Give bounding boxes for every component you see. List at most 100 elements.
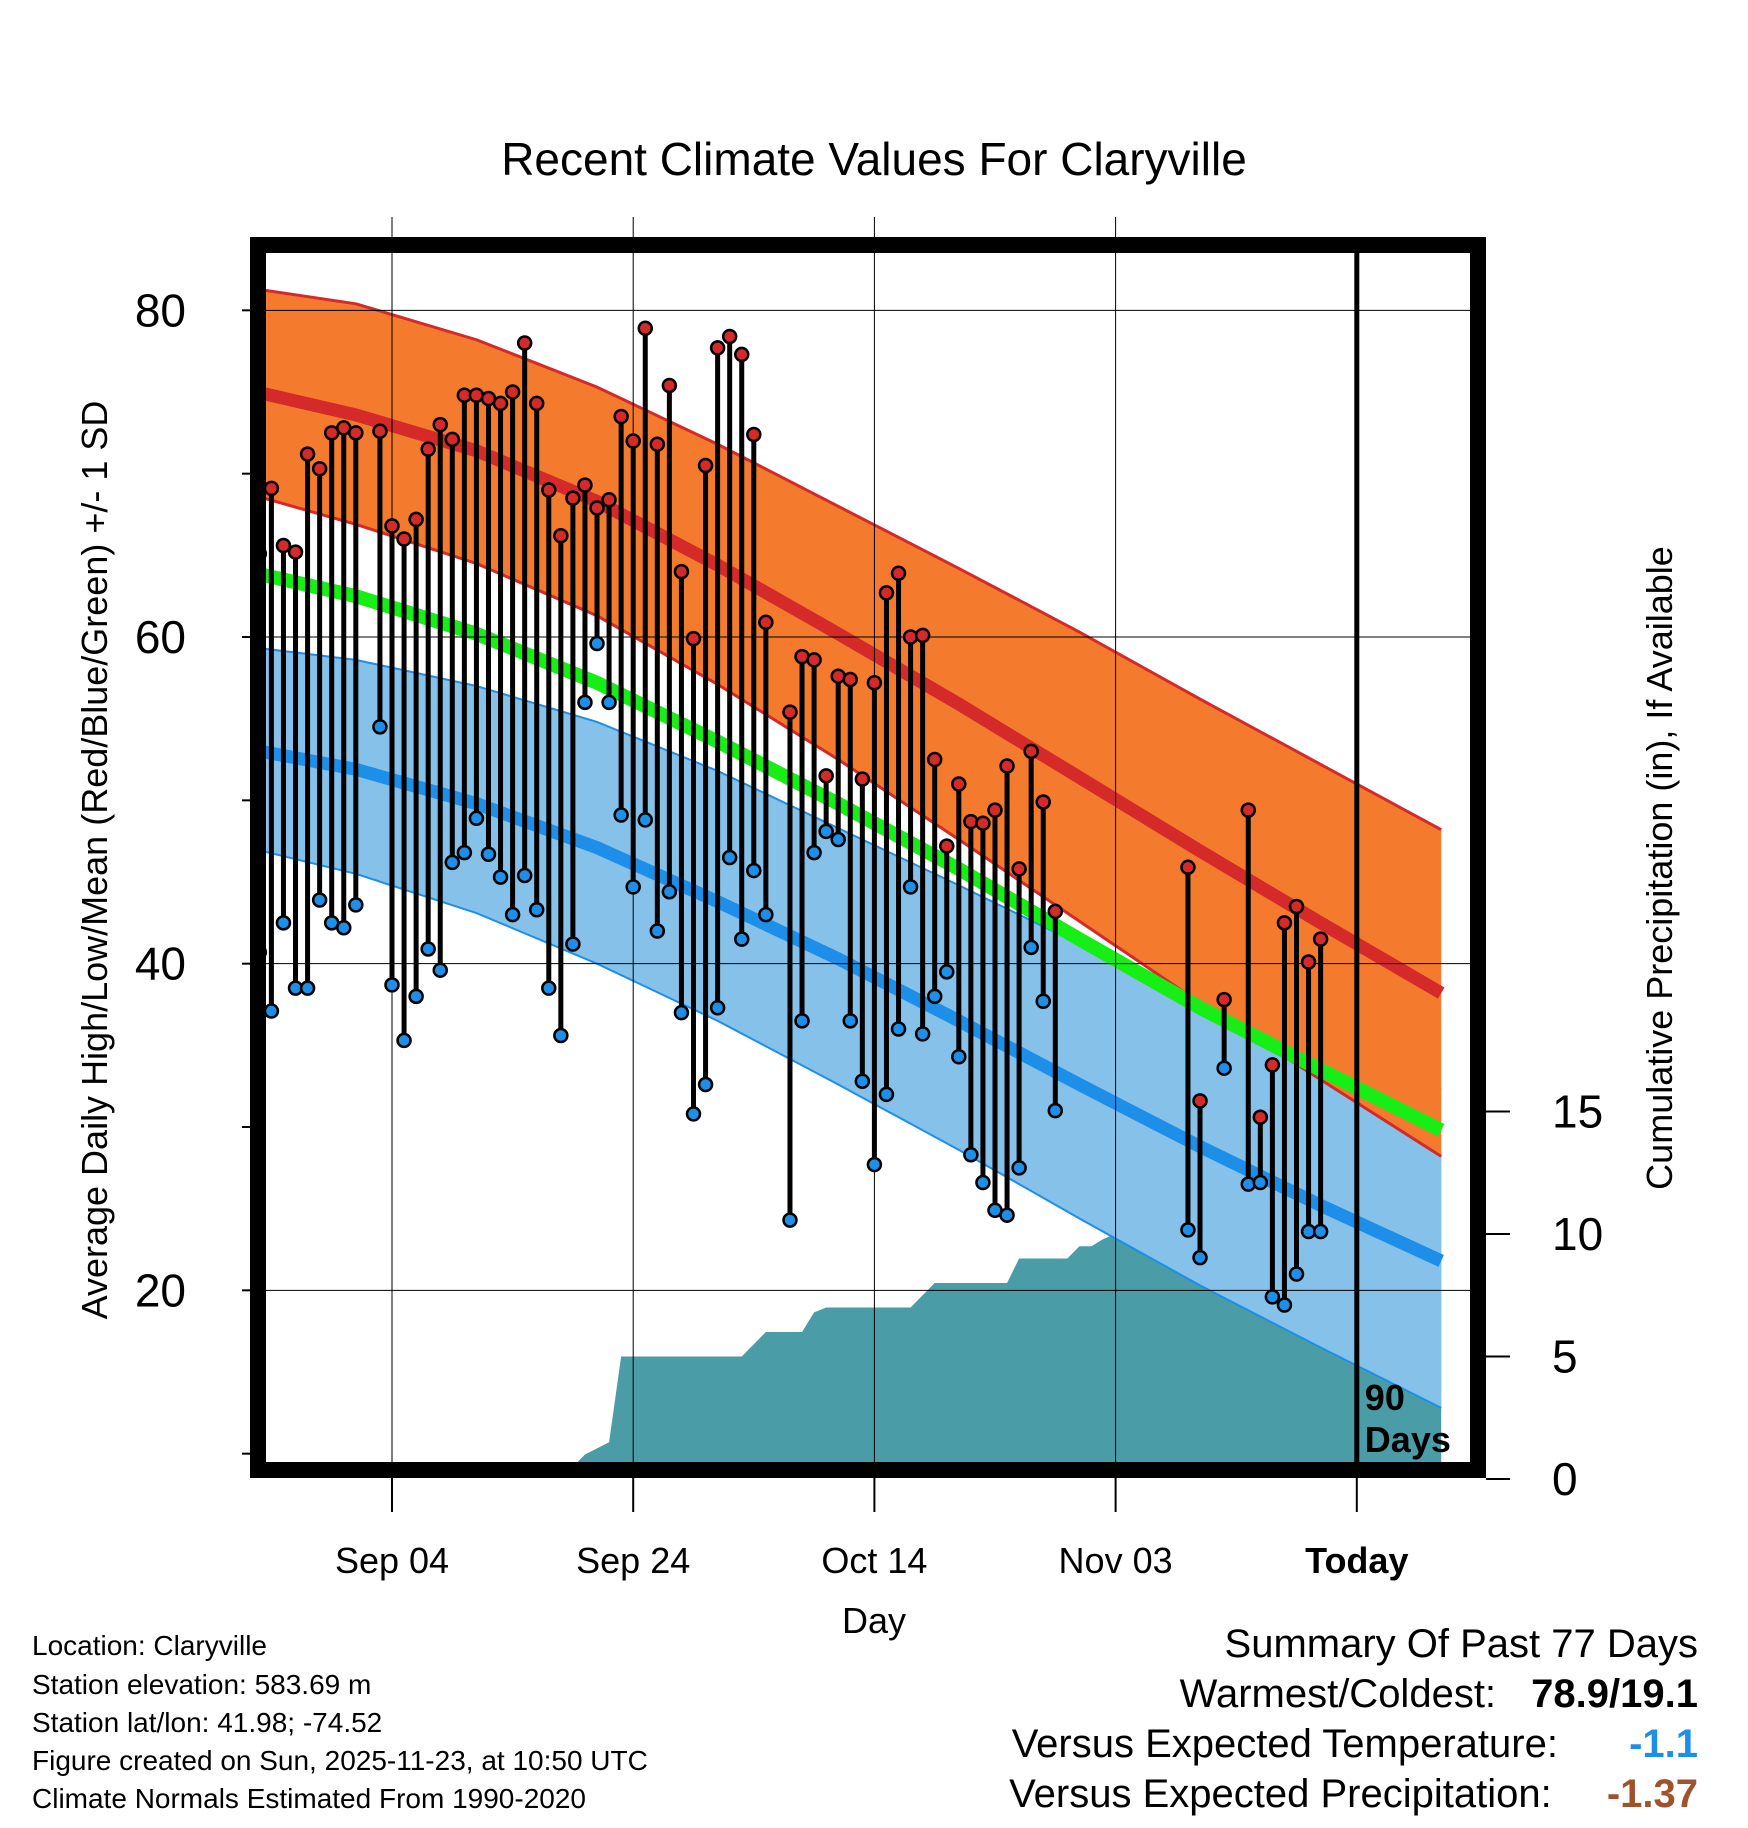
y-tick-label: 20 <box>135 1264 186 1316</box>
high-temp-point <box>625 433 641 449</box>
x-tick-label: Today <box>1305 1540 1408 1581</box>
summary-title: Summary Of Past 77 Days <box>1224 1622 1698 1666</box>
temp-value: -1.1 <box>1629 1722 1698 1766</box>
low-temp-point <box>926 988 943 1005</box>
high-temp-point <box>1011 861 1027 877</box>
footer-latlon: Station lat/lon: 41.98; -74.52 <box>32 1707 383 1738</box>
low-temp-point <box>553 1027 569 1044</box>
summary-warmest-coldest: Warmest/Coldest: 78.9/19.1 <box>1180 1672 1698 1717</box>
low-temp-point <box>311 892 328 908</box>
x-tick-label: Sep 24 <box>576 1540 690 1581</box>
high-temp-point <box>1300 954 1317 970</box>
plot-frame <box>250 237 1486 1478</box>
low-temp-point <box>818 823 834 840</box>
low-temp-point <box>878 1086 895 1103</box>
low-temp-point <box>601 694 617 711</box>
low-temp-point <box>830 831 846 848</box>
high-temp-point <box>782 704 798 720</box>
low-temp-point <box>336 919 352 936</box>
high-temp-point <box>1240 802 1257 818</box>
low-temp-point <box>733 931 750 947</box>
high-temp-point <box>311 461 328 477</box>
low-temp-point <box>408 988 424 1005</box>
low-temp-point <box>480 846 497 862</box>
high-temp-point <box>1216 991 1232 1008</box>
temp-label: Versus Expected Temperature: <box>1011 1722 1558 1766</box>
high-temp-point <box>444 431 461 448</box>
low-temp-point <box>673 1004 690 1021</box>
warmest-coldest-value: 78.9/19.1 <box>1531 1672 1698 1716</box>
y2-axis-label: Cumulative Precipitation (in), If Availa… <box>1639 546 1680 1190</box>
low-temp-point <box>1252 1174 1269 1191</box>
high-temp-point <box>733 346 750 363</box>
high-temp-point <box>818 768 834 784</box>
high-temp-point <box>420 441 436 457</box>
low-temp-point <box>951 1049 967 1065</box>
low-temp-point <box>384 977 400 993</box>
low-temp-point <box>396 1032 412 1049</box>
low-temp-point <box>577 694 593 711</box>
low-temp-point <box>963 1147 979 1163</box>
high-temp-point <box>975 815 991 831</box>
low-temp-point <box>299 980 316 996</box>
high-temp-point <box>697 457 714 474</box>
low-temp-point <box>456 844 473 861</box>
x-tick-label: Nov 03 <box>1059 1540 1173 1581</box>
chart-title: Recent Climate Values For Claryville <box>501 133 1247 185</box>
summary-precip: Versus Expected Precipitation: -1.37 <box>1009 1772 1698 1817</box>
high-temp-point <box>806 652 822 668</box>
low-temp-point <box>1011 1160 1027 1176</box>
warmest-coldest-label: Warmest/Coldest: <box>1179 1672 1497 1716</box>
high-temp-point <box>758 614 774 631</box>
low-temp-point <box>1192 1249 1208 1266</box>
high-temp-point <box>649 436 666 453</box>
high-temp-point <box>601 492 617 508</box>
footer-normals-period: Climate Normals Estimated From 1990-2020 <box>32 1783 586 1814</box>
low-temp-point <box>516 867 533 884</box>
high-temp-point <box>1047 903 1064 920</box>
observations-layer <box>258 320 1329 1313</box>
low-lower-line <box>258 848 1442 1409</box>
y2-tick-label: 0 <box>1552 1453 1578 1505</box>
low-temp-point <box>697 1076 714 1093</box>
low-temp-point <box>348 897 364 913</box>
high-temp-point <box>1288 898 1305 915</box>
low-temp-point <box>1047 1102 1064 1119</box>
high-temp-point <box>939 838 955 854</box>
low-temp-point <box>625 879 641 895</box>
high-temp-point <box>275 537 292 554</box>
footer-elevation: Station elevation: 583.69 m <box>32 1669 372 1700</box>
y-tick-label: 80 <box>135 284 186 336</box>
high-temp-point <box>1276 915 1293 931</box>
high-temp-point <box>577 477 593 493</box>
high-temp-point <box>348 425 364 441</box>
high-temp-point <box>926 751 943 768</box>
high-temp-point <box>589 500 605 516</box>
low-temp-point <box>866 1156 883 1173</box>
days-label-text: Days <box>1365 1419 1451 1460</box>
high-temp-point <box>299 446 316 462</box>
low-temp-point <box>1288 1266 1305 1282</box>
x-axis-label: Day <box>842 1600 906 1641</box>
low-temp-point <box>492 869 509 885</box>
low-temp-point <box>444 854 461 871</box>
low-temp-point <box>709 1000 726 1016</box>
x-tick-label: Sep 04 <box>335 1540 449 1581</box>
low-temp-point <box>794 1013 810 1029</box>
y2-tick-label: 5 <box>1552 1331 1578 1383</box>
y-tick-label: 40 <box>135 938 186 990</box>
low-temp-point <box>528 902 545 918</box>
high-temp-point <box>637 320 654 337</box>
low-temp-point <box>685 1106 702 1122</box>
low-temp-point <box>432 962 448 978</box>
high-temp-point <box>263 480 280 497</box>
high-temp-point <box>866 674 883 691</box>
y2-tick-label: 10 <box>1552 1208 1603 1260</box>
high-temp-point <box>854 771 871 787</box>
low-temp-point <box>746 862 762 879</box>
low-temp-point <box>613 807 629 823</box>
low-temp-point <box>637 812 654 828</box>
low-temp-point <box>661 884 678 900</box>
